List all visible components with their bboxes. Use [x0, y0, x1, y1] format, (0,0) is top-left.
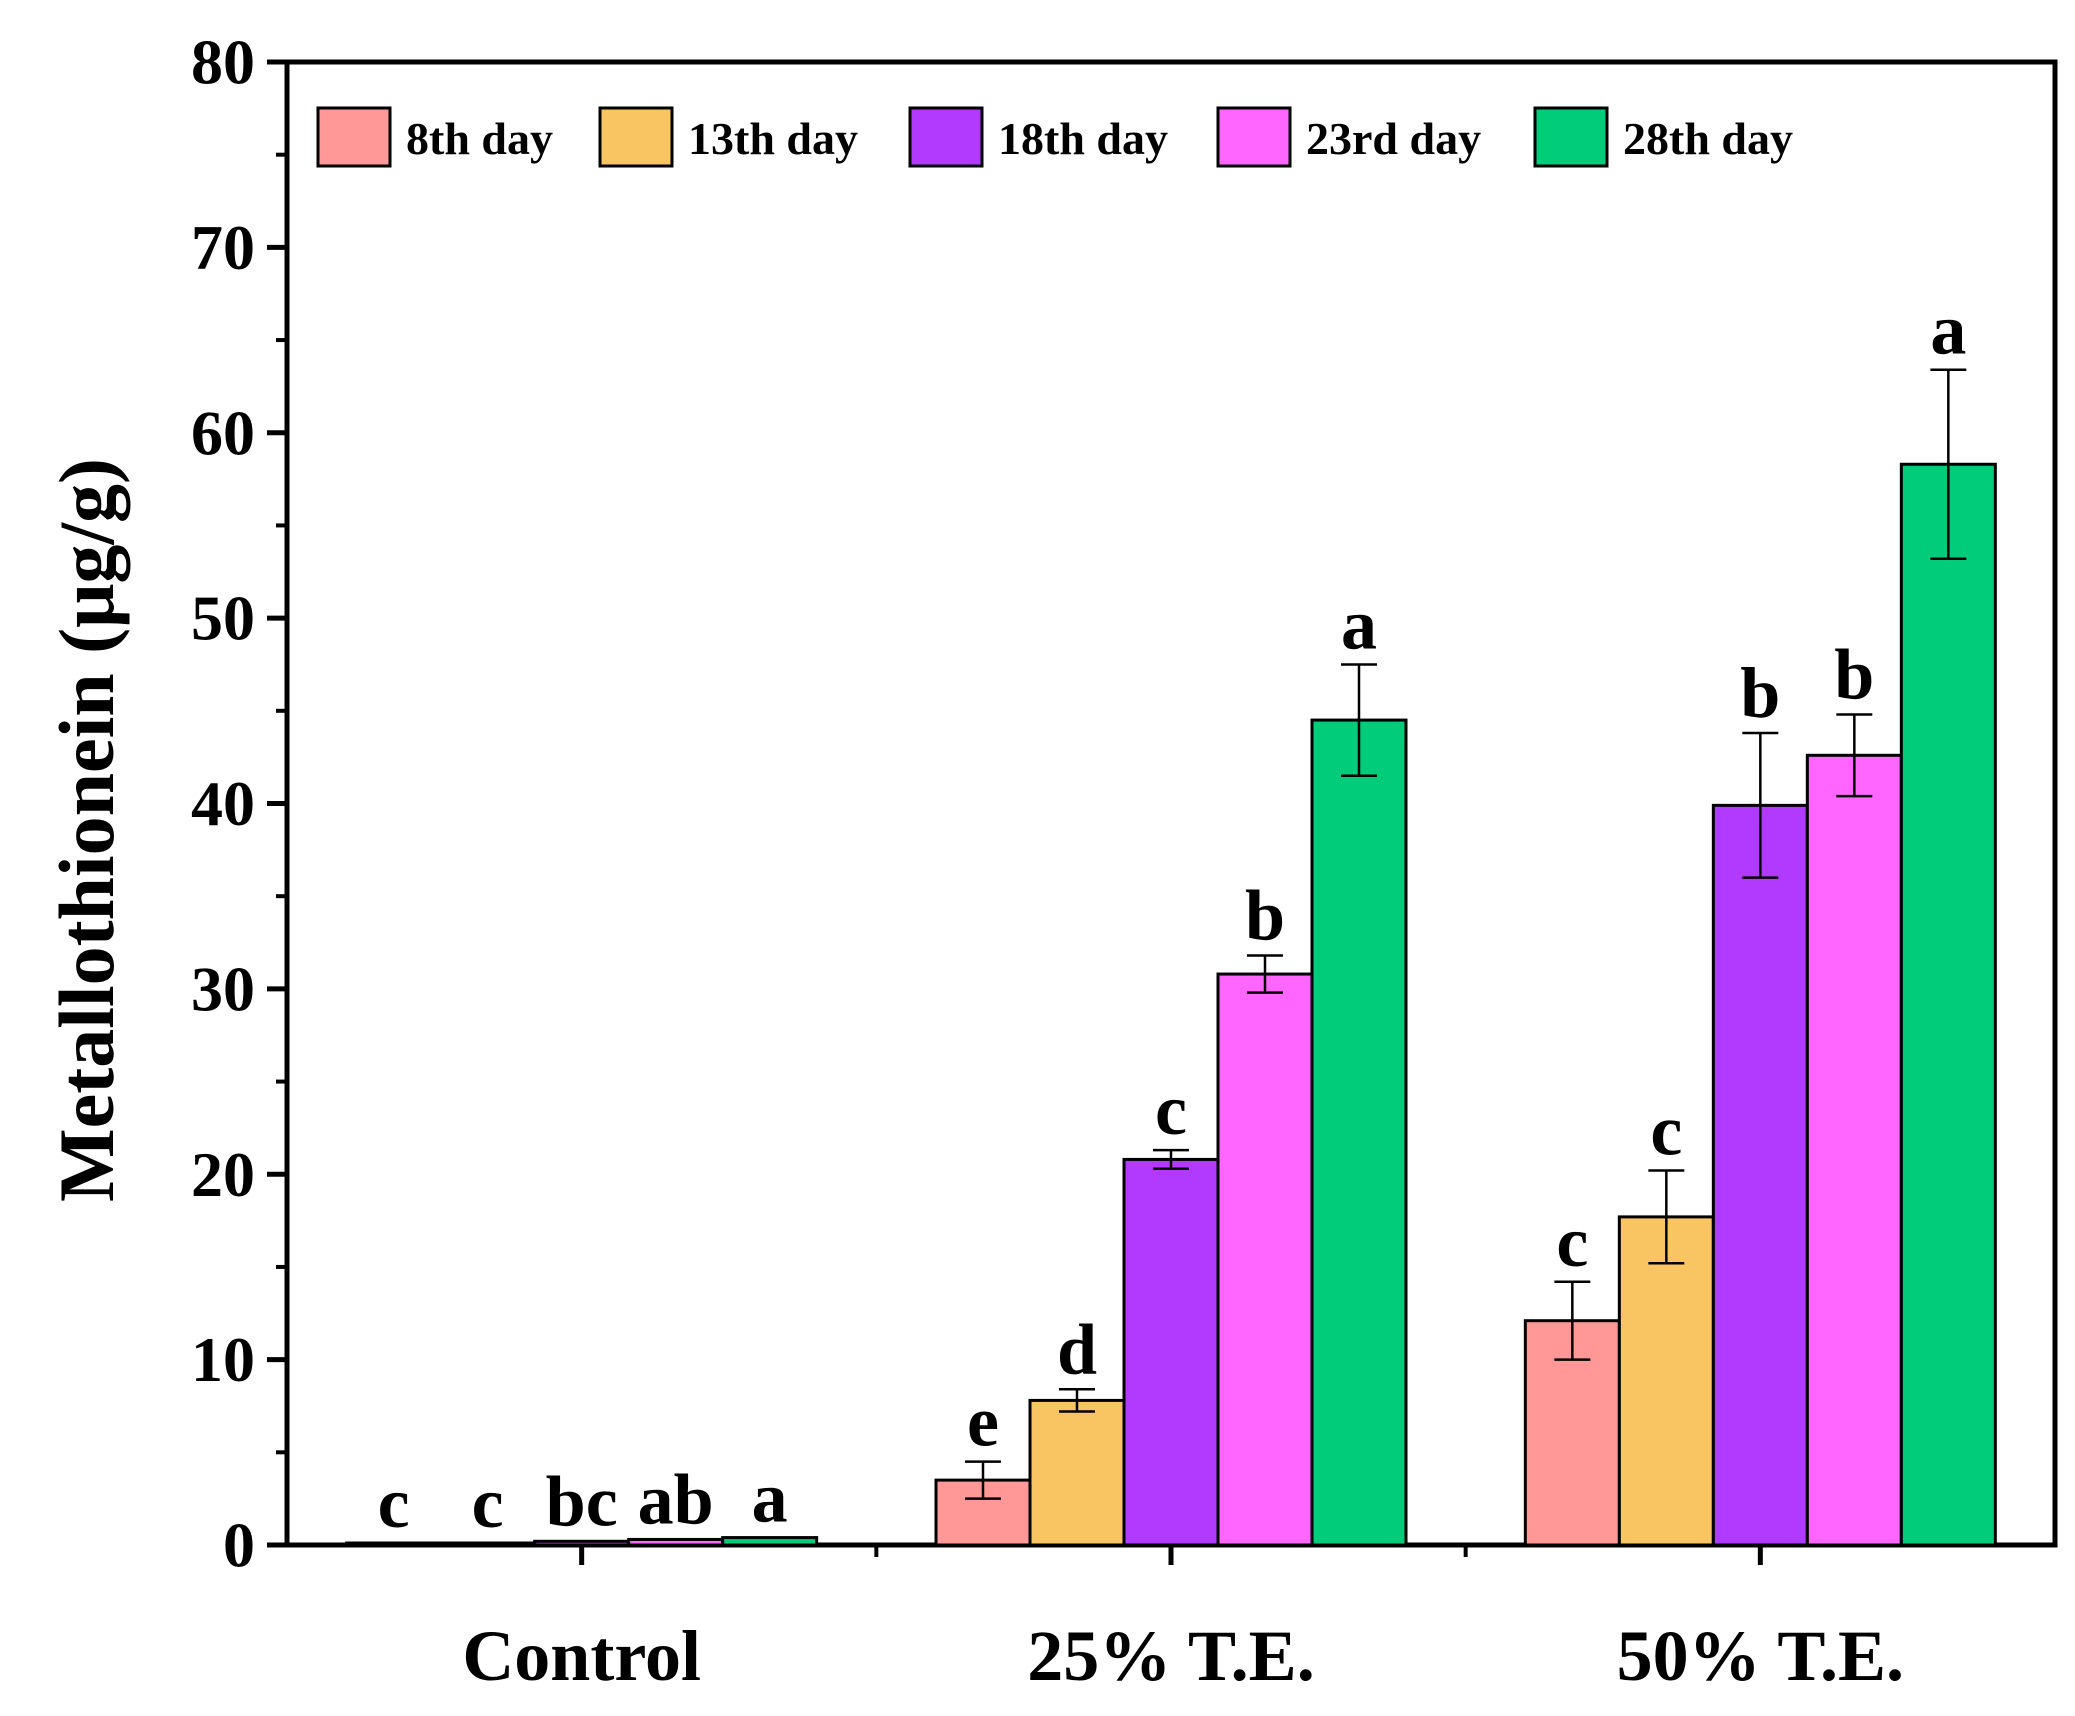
- legend: 8th day 13th day 18th day 23rd day 28th day: [316, 106, 1793, 168]
- bar: [1310, 718, 1408, 1547]
- legend-label: 8th day: [406, 113, 553, 164]
- significance-label: b: [1245, 876, 1285, 956]
- bar: [721, 1536, 819, 1547]
- bar: [439, 1541, 537, 1547]
- bar: [1216, 972, 1314, 1547]
- significance-label: c: [472, 1463, 504, 1543]
- bar: [1028, 1398, 1126, 1547]
- y-axis-title: Metallothionein (μg/g): [43, 458, 130, 1202]
- x-category-label: Control: [462, 1616, 701, 1696]
- bar: [1805, 753, 1903, 1547]
- legend-swatch: [1216, 106, 1292, 168]
- y-tick-label: 30: [191, 953, 255, 1024]
- legend-label: 18th day: [998, 113, 1168, 164]
- y-tick-label: 40: [191, 768, 255, 839]
- significance-label: a: [1930, 290, 1966, 370]
- x-category-label: 50% T.E.: [1617, 1616, 1904, 1696]
- significance-label: b: [1740, 653, 1780, 733]
- legend-swatch: [598, 106, 674, 168]
- significance-label: e: [967, 1382, 999, 1462]
- legend-label: 28th day: [1623, 113, 1793, 164]
- legend-label: 13th day: [688, 113, 858, 164]
- legend-label: 23rd day: [1306, 113, 1481, 164]
- significance-label: b: [1834, 635, 1874, 715]
- significance-label: d: [1057, 1309, 1097, 1389]
- y-tick-label: 60: [191, 397, 255, 468]
- significance-label: c: [1155, 1070, 1187, 1150]
- bar: [627, 1537, 725, 1547]
- significance-label: a: [1341, 584, 1377, 664]
- significance-label: ab: [638, 1459, 714, 1539]
- significance-label: c: [1556, 1202, 1588, 1282]
- bar: [1899, 462, 1997, 1547]
- significance-label: bc: [546, 1461, 618, 1541]
- bar: [1711, 803, 1809, 1547]
- legend-swatch: [316, 106, 392, 168]
- legend-swatch: [908, 106, 984, 168]
- bar: [533, 1539, 631, 1547]
- legend-swatch: [1533, 106, 1609, 168]
- y-tick-label: 20: [191, 1139, 255, 1210]
- y-tick-label: 80: [191, 27, 255, 98]
- axes-layer: 0 10 20 30 40 50 60 70 80 Control 25% T.E. 50% T.E.: [191, 27, 2058, 1696]
- y-tick-label: 50: [191, 583, 255, 654]
- significance-label: a: [752, 1458, 788, 1538]
- significance-label: c: [1650, 1091, 1682, 1171]
- bar: [1617, 1215, 1715, 1547]
- significance-label: c: [378, 1463, 410, 1543]
- bar: [1122, 1157, 1220, 1547]
- bar: [345, 1541, 443, 1547]
- y-tick-label: 0: [223, 1510, 255, 1581]
- y-tick-label: 10: [191, 1324, 255, 1395]
- x-category-label: 25% T.E.: [1027, 1616, 1314, 1696]
- y-tick-label: 70: [191, 212, 255, 283]
